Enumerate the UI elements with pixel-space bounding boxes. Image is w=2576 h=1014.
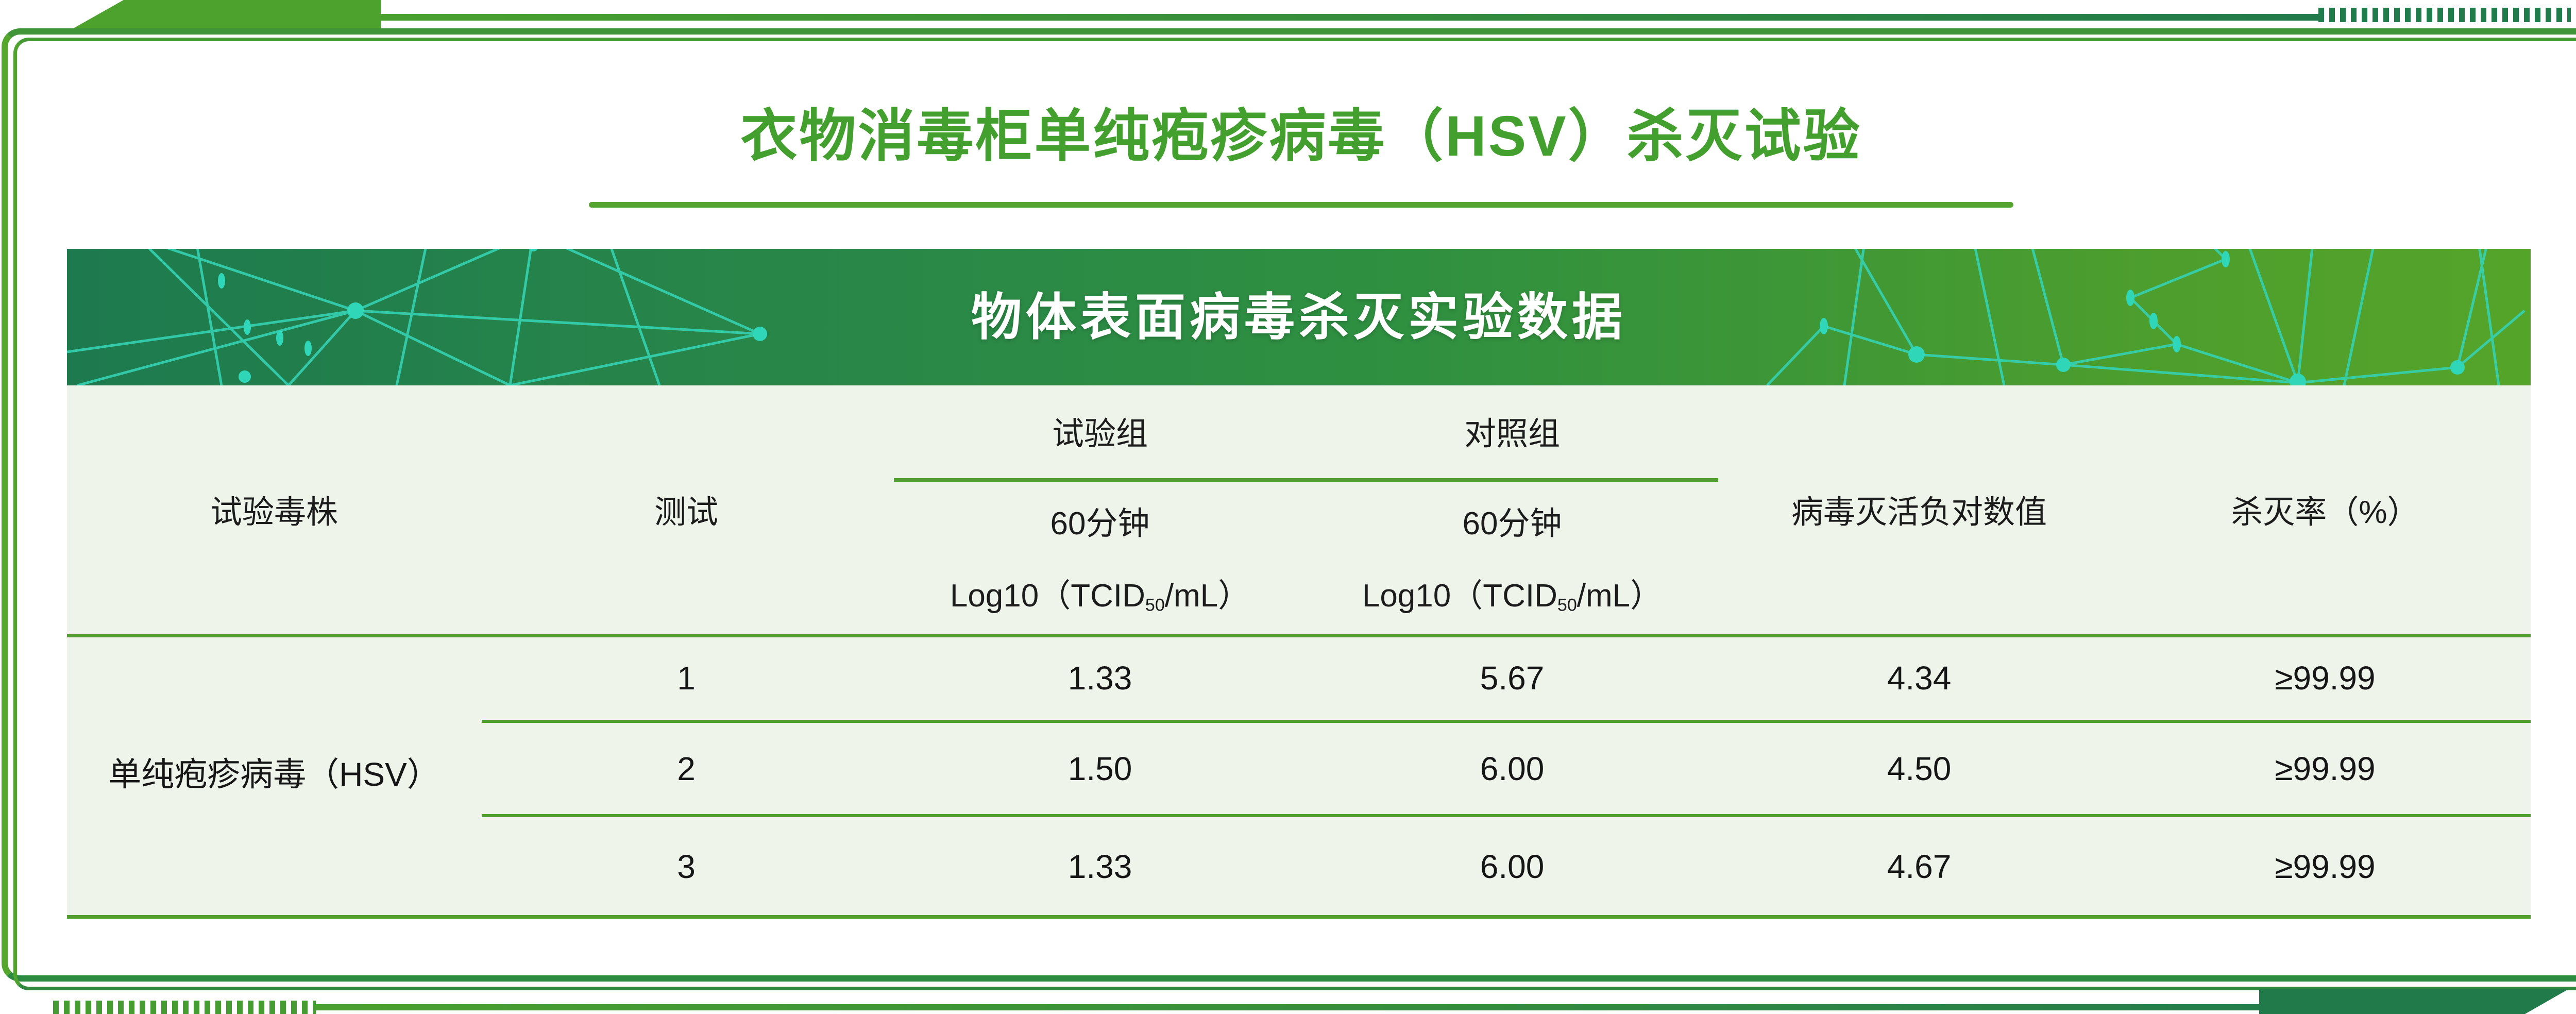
subheader-duration-test-group: 60分钟 bbox=[1050, 506, 1150, 542]
row-divider-1 bbox=[482, 720, 2531, 723]
col-header-kill-rate: 杀灭率（%） bbox=[2231, 495, 2419, 530]
cell-row2-control-group: 6.00 bbox=[1480, 750, 1545, 787]
col-header-test: 测试 bbox=[654, 495, 719, 530]
bottom-accent-line bbox=[316, 1004, 2259, 1010]
banner-title: 物体表面病毒杀灭实验数据 bbox=[971, 289, 1626, 345]
cell-row3-neg-log: 4.67 bbox=[1887, 848, 1952, 885]
header-body-divider bbox=[67, 634, 2531, 637]
log-unit-prefix: Log10（TCID bbox=[950, 578, 1145, 614]
cell-row3-control-group: 6.00 bbox=[1480, 848, 1545, 885]
log-unit-suffix: /mL） bbox=[1164, 578, 1250, 614]
network-pattern bbox=[67, 249, 2526, 385]
group-header-underline bbox=[894, 478, 1718, 482]
cell-row2-kill-rate: ≥99.99 bbox=[2275, 750, 2376, 787]
top-accent-line bbox=[381, 14, 2318, 21]
col-header-neg-log: 病毒灭活负对数值 bbox=[1791, 495, 2047, 530]
outer-frame-thick bbox=[2, 28, 2576, 982]
group-header-control-group: 对照组 bbox=[1464, 416, 1561, 452]
subheader-duration-control-group: 60分钟 bbox=[1462, 506, 1562, 542]
cell-row1-kill-rate: ≥99.99 bbox=[2275, 660, 2376, 697]
cell-row1-neg-log: 4.34 bbox=[1887, 660, 1952, 697]
log-unit-suffix: /mL） bbox=[1577, 578, 1663, 614]
cell-row1-test-group: 1.33 bbox=[1067, 660, 1132, 697]
group-header-test-group: 试验组 bbox=[1052, 416, 1148, 452]
cell-row2-test: 2 bbox=[677, 750, 696, 787]
cell-row2-neg-log: 4.50 bbox=[1887, 750, 1952, 787]
corner-accent-bottom-right bbox=[2259, 989, 2568, 1014]
title-underline bbox=[589, 202, 2013, 208]
barcode-stripes-bottom-left bbox=[53, 1001, 316, 1014]
cell-row3-test-group: 1.33 bbox=[1067, 848, 1132, 885]
log-unit-prefix: Log10（TCID bbox=[1362, 578, 1557, 614]
page-title: 衣物消毒柜单纯疱疹病毒（HSV）杀灭试验 bbox=[740, 105, 1862, 168]
cell-row3-kill-rate: ≥99.99 bbox=[2275, 848, 2376, 885]
outer-frame-thin bbox=[13, 38, 2576, 990]
cell-row1-control-group: 5.67 bbox=[1480, 660, 1545, 697]
row-divider-2 bbox=[482, 814, 2531, 817]
subheader-log-unit-control-group: Log10（TCID50/mL） bbox=[1362, 569, 1662, 616]
cell-row3-test: 3 bbox=[677, 848, 696, 885]
barcode-stripes-top-right bbox=[2318, 8, 2571, 22]
log-unit-subscript: 50 bbox=[1145, 595, 1165, 615]
subheader-log-unit-test-group: Log10（TCID50/mL） bbox=[950, 569, 1250, 616]
section-banner: 物体表面病毒杀灭实验数据 bbox=[67, 249, 2531, 385]
col-header-strain: 试验毒株 bbox=[210, 495, 338, 530]
strain-name-cell: 单纯疱疹病毒（HSV） bbox=[108, 756, 440, 793]
cell-row1-test: 1 bbox=[677, 660, 696, 697]
corner-accent-top-left bbox=[67, 0, 381, 32]
data-table bbox=[67, 385, 2531, 917]
cell-row2-test-group: 1.50 bbox=[1067, 750, 1132, 787]
log-unit-subscript: 50 bbox=[1557, 595, 1577, 615]
table-bottom-border bbox=[67, 915, 2531, 919]
